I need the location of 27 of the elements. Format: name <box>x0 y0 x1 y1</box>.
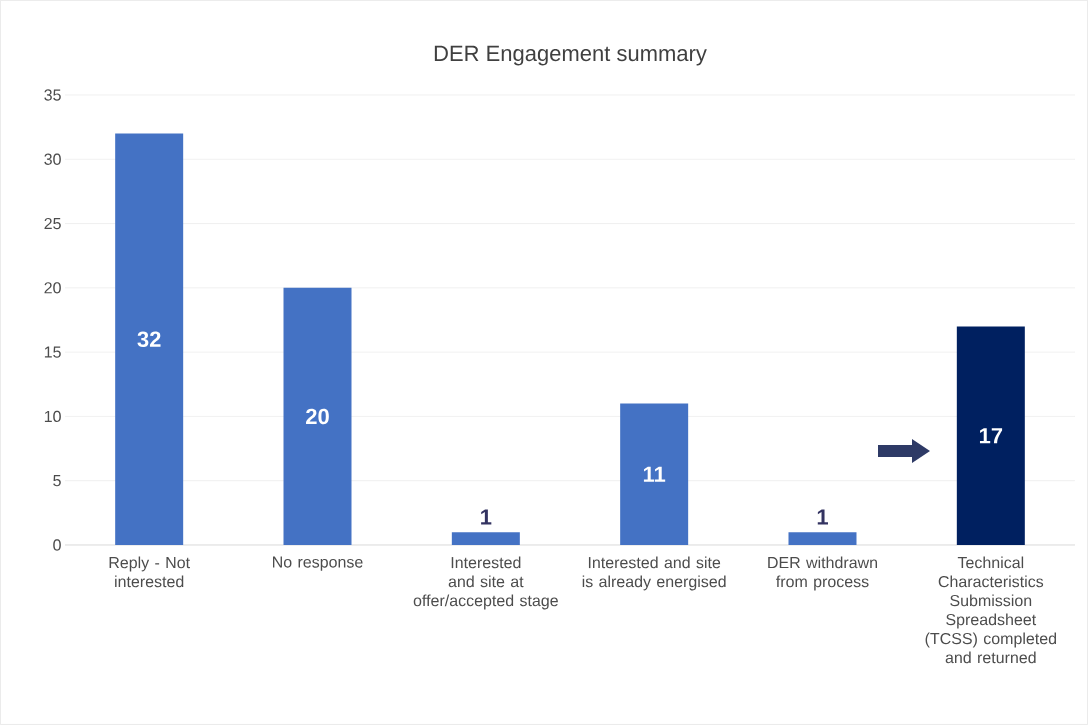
y-tick-label: 5 <box>53 475 61 487</box>
bar <box>620 403 689 545</box>
y-tick-label: 35 <box>44 89 61 101</box>
x-tick-label: DER withdrawn from process <box>768 556 877 591</box>
bar <box>283 287 352 545</box>
bar <box>956 326 1025 545</box>
y-tick-label: 30 <box>44 153 61 165</box>
y-tick-label: 10 <box>44 410 61 423</box>
bar <box>788 532 857 545</box>
y-tick-label: 25 <box>44 217 61 230</box>
bar <box>451 532 520 545</box>
chart-title: DER Engagement summary <box>434 45 707 66</box>
data-label: 1 <box>817 509 828 525</box>
data-label: 1 <box>481 509 492 525</box>
x-tick-label: Interested and site is already energised <box>582 556 726 591</box>
x-tick-label: Reply - Not interested <box>109 556 190 588</box>
data-label: 17 <box>979 428 1003 444</box>
x-tick-label: No response <box>273 556 363 571</box>
bar <box>115 133 184 545</box>
y-tick-label: 15 <box>44 346 61 358</box>
x-tick-label: Interested and site at offer/accepted stage <box>413 556 558 610</box>
data-label: 11 <box>643 466 666 482</box>
y-tick-label: 0 <box>53 539 61 551</box>
data-label: 32 <box>137 331 161 348</box>
x-tick-label: Technical Characteristics Submission Spreadsheet (TCSS) completed and returned <box>925 556 1057 664</box>
y-tick-label: 20 <box>44 282 61 294</box>
data-label: 20 <box>306 408 329 425</box>
